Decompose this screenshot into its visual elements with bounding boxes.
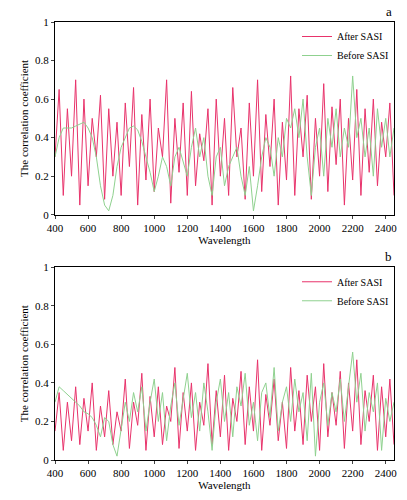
svg-text:1000: 1000 bbox=[143, 222, 166, 234]
svg-text:0.8: 0.8 bbox=[35, 54, 49, 66]
svg-text:800: 800 bbox=[113, 222, 130, 234]
svg-text:0: 0 bbox=[43, 454, 49, 466]
svg-text:0.6: 0.6 bbox=[35, 93, 49, 105]
svg-text:1600: 1600 bbox=[242, 222, 265, 234]
svg-text:Wavelength: Wavelength bbox=[198, 479, 251, 491]
svg-text:2200: 2200 bbox=[342, 467, 365, 479]
svg-text:600: 600 bbox=[80, 467, 97, 479]
svg-text:a: a bbox=[386, 4, 392, 19]
svg-text:After SASI: After SASI bbox=[337, 31, 382, 42]
svg-text:0: 0 bbox=[43, 209, 49, 221]
svg-text:0.2: 0.2 bbox=[35, 415, 49, 427]
svg-text:0.2: 0.2 bbox=[35, 170, 49, 182]
svg-text:2000: 2000 bbox=[309, 467, 332, 479]
svg-text:0.8: 0.8 bbox=[35, 300, 49, 312]
svg-text:1200: 1200 bbox=[176, 467, 199, 479]
svg-text:1400: 1400 bbox=[209, 222, 232, 234]
svg-text:400: 400 bbox=[47, 222, 64, 234]
svg-text:Wavelength: Wavelength bbox=[198, 234, 251, 246]
svg-text:1000: 1000 bbox=[143, 467, 166, 479]
svg-text:600: 600 bbox=[80, 222, 97, 234]
svg-text:2400: 2400 bbox=[375, 467, 398, 479]
svg-text:0.4: 0.4 bbox=[35, 377, 49, 389]
svg-text:1800: 1800 bbox=[276, 222, 299, 234]
svg-text:b: b bbox=[385, 249, 392, 264]
svg-text:2000: 2000 bbox=[309, 222, 332, 234]
svg-text:400: 400 bbox=[47, 467, 64, 479]
svg-text:Before SASI: Before SASI bbox=[337, 296, 388, 307]
svg-text:The correlation coefficient: The correlation coefficient bbox=[18, 60, 30, 177]
svg-text:2400: 2400 bbox=[375, 222, 398, 234]
svg-text:0.4: 0.4 bbox=[35, 131, 49, 143]
svg-text:1600: 1600 bbox=[242, 467, 265, 479]
svg-text:1: 1 bbox=[43, 16, 49, 28]
svg-text:1: 1 bbox=[43, 261, 49, 273]
svg-text:After SASI: After SASI bbox=[337, 277, 382, 288]
svg-text:1200: 1200 bbox=[176, 222, 199, 234]
svg-text:2200: 2200 bbox=[342, 222, 365, 234]
svg-text:0.6: 0.6 bbox=[35, 338, 49, 350]
svg-text:Before SASI: Before SASI bbox=[337, 50, 388, 61]
svg-text:1800: 1800 bbox=[276, 467, 299, 479]
svg-text:1400: 1400 bbox=[209, 467, 232, 479]
svg-text:The correlation coefficient: The correlation coefficient bbox=[18, 305, 30, 422]
svg-text:800: 800 bbox=[113, 467, 130, 479]
